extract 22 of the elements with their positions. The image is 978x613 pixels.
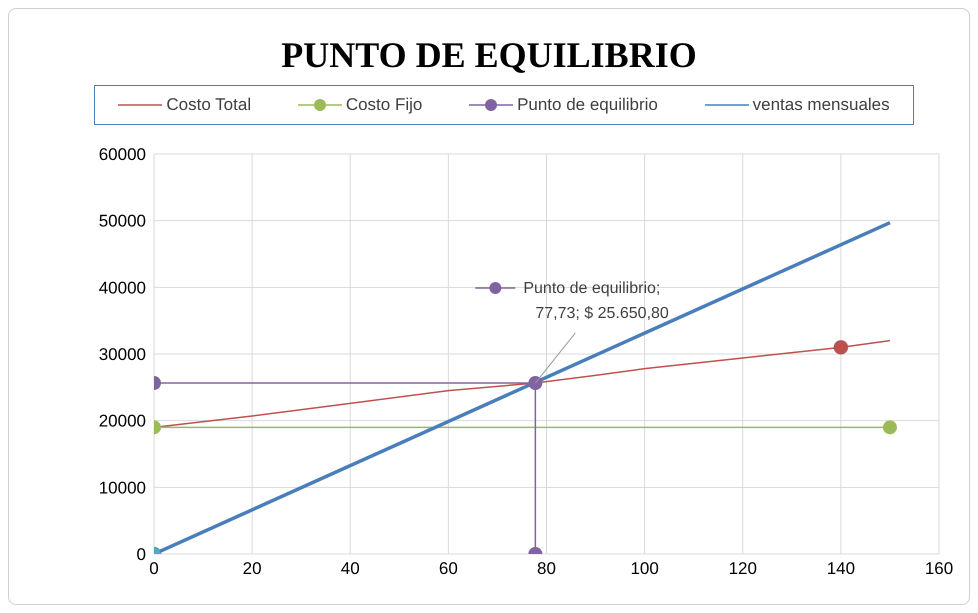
x-tick-label: 60 [438, 559, 458, 578]
x-tick-label: 120 [728, 559, 757, 578]
annotation: Punto de equilibrio; 77,73; $ 25.650,80 [523, 280, 669, 322]
x-tick-label: 100 [630, 559, 659, 578]
legend-label: Costo Total [165, 95, 252, 115]
y-tick-label: 60000 [98, 145, 146, 164]
chart-title: PUNTO DE EQUILIBRIO [280, 34, 698, 76]
x-tick-label: 20 [242, 559, 262, 578]
y-tick-label: 10000 [98, 478, 146, 498]
y-tick-label: 20000 [98, 412, 146, 431]
legend-label: Costo Fijo [344, 95, 422, 115]
x-tick-label: 160 [924, 559, 954, 578]
x-tick-label: 140 [826, 559, 856, 578]
y-tick-label: 30000 [98, 345, 146, 364]
x-tick-label: 40 [340, 559, 360, 578]
y-tick-label: 40000 [98, 278, 146, 298]
y-tick-label: 0 [136, 545, 146, 564]
x-tick-label: 80 [537, 559, 556, 578]
legend-label: ventas mensuales [752, 95, 890, 115]
legend-label: Punto de equilibrio [516, 95, 658, 115]
x-tick-label: 0 [149, 559, 159, 578]
y-tick-label: 50000 [98, 212, 146, 231]
